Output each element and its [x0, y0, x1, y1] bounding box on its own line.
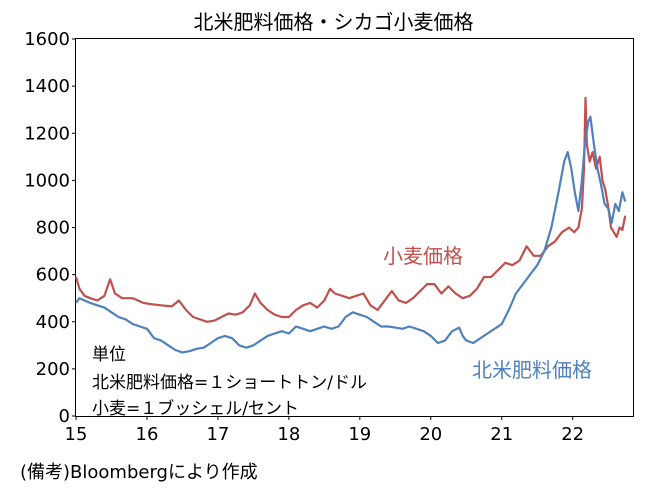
fertilizer-series-label: 北米肥料価格	[472, 358, 592, 382]
y-tick-label: 800	[36, 218, 70, 239]
x-tick-label: 21	[490, 424, 513, 445]
x-tick-label: 16	[136, 424, 159, 445]
wheat-series-label: 小麦価格	[383, 244, 463, 268]
y-tick-label: 1200	[24, 123, 70, 144]
x-tick-label: 19	[348, 424, 371, 445]
fertilizer-price-line	[75, 115, 627, 354]
y-tick-label: 400	[36, 312, 70, 333]
units-note-fertilizer: 北米肥料価格=１ショートトン/ドル	[92, 373, 367, 393]
y-tick-label: 1000	[24, 170, 70, 191]
x-tick-label: 17	[206, 424, 229, 445]
x-tick-label: 18	[277, 424, 300, 445]
x-tick-label: 22	[561, 424, 584, 445]
y-tick-label: 200	[36, 359, 70, 380]
y-tick-label: 600	[36, 265, 70, 286]
y-tick-label: 0	[59, 406, 70, 427]
x-tick-label: 15	[65, 424, 88, 445]
y-axis: 0 200 400 600 800 1000 1200 1400 1600	[24, 29, 76, 427]
wheat-price-line	[74, 96, 627, 323]
y-tick-label: 1600	[24, 29, 70, 50]
y-tick-label: 1400	[24, 76, 70, 97]
source-note: (備考)Bloombergにより作成	[20, 462, 258, 483]
x-tick-label: 20	[419, 424, 442, 445]
units-note-heading: 単位	[92, 345, 126, 365]
series-lines	[74, 96, 627, 354]
units-note-wheat: 小麦=１ブッシェル/セント	[92, 399, 299, 419]
chart-title: 北米肥料価格・シカゴ小麦価格	[193, 10, 474, 34]
x-axis: 15 16 17 18 19 20 21 22	[65, 416, 584, 445]
